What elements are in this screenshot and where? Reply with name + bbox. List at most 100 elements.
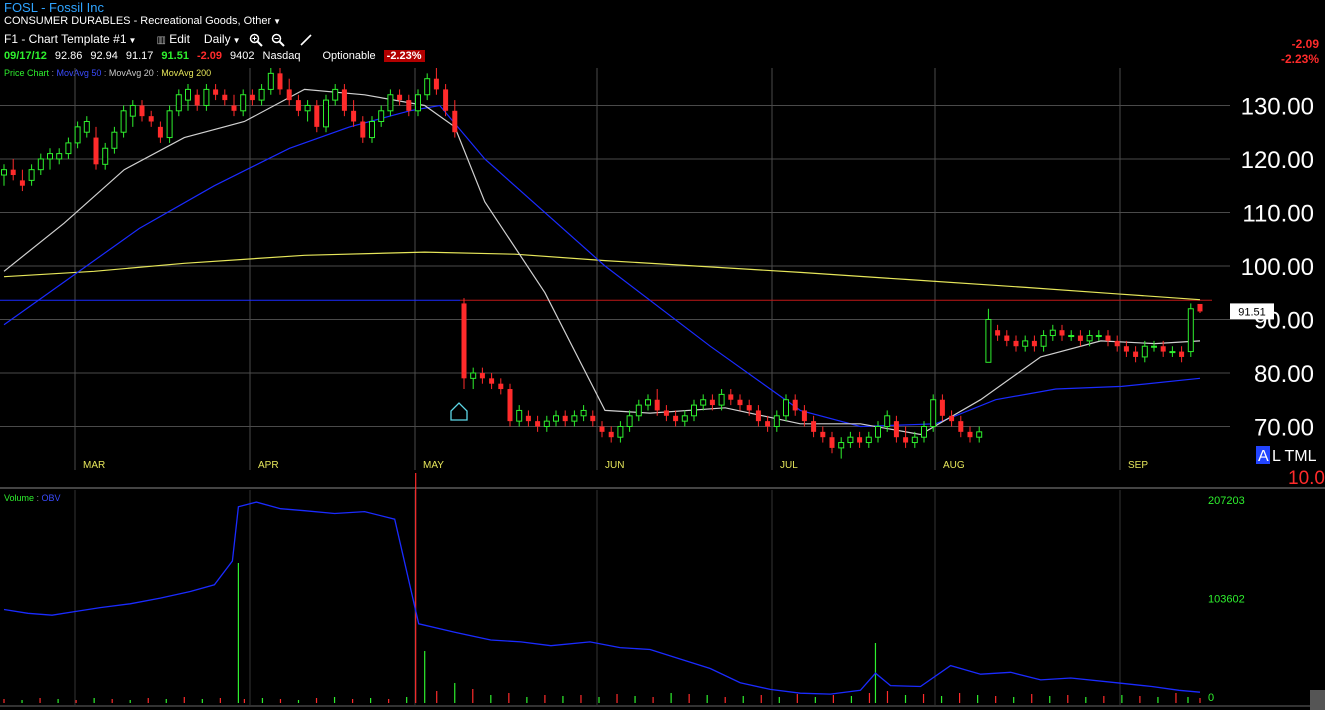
candle-body <box>1086 335 1093 342</box>
month-label: AUG <box>943 460 965 471</box>
candle <box>1169 346 1176 357</box>
candle-body <box>746 405 752 411</box>
candle <box>903 426 909 448</box>
candle <box>921 421 927 443</box>
month-label: JUL <box>780 460 798 471</box>
candle-body <box>139 105 145 117</box>
pct-change-badge: -2.23% <box>383 50 425 62</box>
candle <box>562 410 568 427</box>
candle-body <box>185 88 191 101</box>
candle-body <box>608 431 614 438</box>
candle-body <box>314 105 320 127</box>
candle-body <box>1187 308 1194 353</box>
candle-body <box>369 121 375 139</box>
current-price-tag <box>1230 303 1274 320</box>
candle-body <box>323 99 329 128</box>
candle <box>1160 340 1166 357</box>
candle <box>222 89 228 106</box>
candle-body <box>1133 351 1139 357</box>
candle <box>507 383 513 427</box>
candle <box>516 405 523 427</box>
candle <box>709 394 715 411</box>
right-pct-change: -2.23% <box>1280 52 1319 66</box>
chevron-down-icon: ▼ <box>232 36 241 46</box>
candle-body <box>811 421 817 432</box>
candle <box>406 94 412 117</box>
candle <box>240 89 247 117</box>
candle-body <box>1068 335 1075 338</box>
template-dropdown[interactable]: F1 - Chart Template #1 ▼ <box>4 32 136 46</box>
symbol-label: FOSL <box>4 0 38 15</box>
candle-body <box>295 100 301 111</box>
candle <box>700 394 707 411</box>
candle <box>691 399 697 422</box>
earnings-marker-icon <box>450 402 468 421</box>
ma200-line <box>3 251 1201 301</box>
candle-body <box>37 158 44 171</box>
candle <box>599 421 605 438</box>
candle-body <box>903 437 909 443</box>
candle <box>1013 335 1019 352</box>
pencil-icon[interactable] <box>299 32 313 47</box>
candle <box>958 415 964 438</box>
sector-dropdown[interactable]: CONSUMER DURABLES - Recreational Goods, … <box>4 15 281 27</box>
candle-body <box>286 89 292 101</box>
candle <box>249 89 255 106</box>
candle-body <box>148 116 154 122</box>
candle-body <box>157 126 163 138</box>
quote-close: 91.51 <box>161 50 189 62</box>
candle <box>1004 330 1010 347</box>
edit-button[interactable]: ▥ Edit <box>156 32 189 46</box>
candle <box>304 100 311 122</box>
candle-body <box>765 421 771 427</box>
candle <box>820 426 826 443</box>
y-tick-label: 110.00 <box>1242 200 1314 227</box>
candle-body <box>709 399 715 406</box>
scroll-handle[interactable] <box>1310 690 1325 710</box>
quote-bar: 09/17/12 92.86 92.94 91.17 91.51 -2.09 9… <box>4 50 425 62</box>
candle-body <box>341 89 347 111</box>
candle-body <box>1151 345 1157 348</box>
candle <box>213 84 219 101</box>
candle <box>1077 330 1083 347</box>
candle <box>673 410 679 427</box>
candle-body <box>516 409 523 422</box>
zoom-out-icon[interactable] <box>271 32 285 47</box>
candle <box>681 410 688 427</box>
candle <box>1086 330 1093 347</box>
legend-ma200: MovAvg 200 <box>161 68 212 78</box>
ma20-line <box>3 88 1201 436</box>
period-dropdown[interactable]: Daily ▼ <box>204 32 241 46</box>
candle <box>1031 335 1037 352</box>
legend-obv: OBV <box>41 493 61 503</box>
zoom-in-icon[interactable] <box>249 32 263 47</box>
candle-body <box>939 399 945 416</box>
candle-body <box>1013 340 1019 347</box>
candle-body <box>249 94 255 101</box>
y-tick-label: 70.00 <box>1254 414 1314 441</box>
candle-body <box>1197 303 1203 312</box>
candle <box>543 415 550 432</box>
candle-body <box>47 153 53 160</box>
legend-volume: Volume <box>4 493 35 503</box>
candle-body <box>976 431 983 438</box>
candle <box>617 421 624 443</box>
legend-ma20: MovAvg 20 <box>108 68 154 78</box>
chevron-down-icon: ▼ <box>128 36 137 46</box>
candle-body <box>93 137 99 165</box>
candle-body <box>626 415 633 427</box>
candle <box>369 116 375 143</box>
quote-change: -2.09 <box>196 50 223 62</box>
quote-open: 92.86 <box>54 50 83 62</box>
candle <box>479 367 485 384</box>
quote-low: 91.17 <box>125 50 154 62</box>
period-label: Daily <box>203 32 231 47</box>
candle-body <box>74 126 81 144</box>
candle <box>746 399 752 416</box>
legend-ma50: MovAvg 50 <box>56 68 102 78</box>
candle <box>415 89 421 117</box>
candle-body <box>673 415 679 422</box>
month-label: APR <box>258 460 279 471</box>
quote-volume: 9402 <box>230 50 255 62</box>
